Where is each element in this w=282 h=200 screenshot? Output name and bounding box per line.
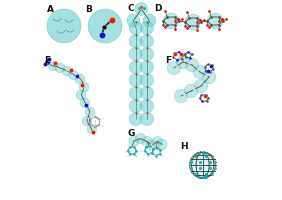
Circle shape: [140, 99, 154, 113]
Circle shape: [140, 73, 154, 87]
Circle shape: [167, 61, 181, 75]
Circle shape: [185, 14, 201, 30]
Circle shape: [76, 90, 86, 100]
Circle shape: [142, 136, 152, 147]
Circle shape: [185, 58, 199, 72]
Circle shape: [129, 112, 142, 126]
Circle shape: [129, 136, 139, 146]
Circle shape: [143, 14, 156, 27]
Circle shape: [163, 13, 179, 29]
Circle shape: [140, 34, 154, 48]
Circle shape: [184, 84, 198, 98]
Circle shape: [140, 21, 154, 35]
Text: F: F: [165, 56, 171, 65]
Circle shape: [129, 34, 142, 48]
Text: C: C: [128, 4, 135, 13]
Circle shape: [176, 55, 190, 69]
Text: B: B: [85, 5, 92, 14]
Circle shape: [49, 61, 58, 71]
Circle shape: [193, 65, 207, 79]
Circle shape: [129, 21, 142, 35]
Text: G: G: [127, 129, 135, 138]
Text: E: E: [44, 56, 50, 65]
Circle shape: [62, 66, 72, 76]
Circle shape: [207, 13, 223, 29]
Circle shape: [129, 86, 142, 100]
Circle shape: [194, 79, 208, 93]
Circle shape: [152, 136, 163, 147]
Circle shape: [55, 63, 65, 73]
Circle shape: [127, 14, 140, 27]
Circle shape: [88, 9, 122, 43]
Circle shape: [129, 73, 142, 87]
Circle shape: [140, 86, 154, 100]
Circle shape: [135, 133, 146, 144]
Circle shape: [75, 74, 85, 84]
Text: D: D: [154, 4, 162, 13]
Circle shape: [202, 70, 216, 84]
Circle shape: [174, 89, 188, 103]
Circle shape: [79, 82, 89, 92]
Circle shape: [140, 60, 154, 74]
Circle shape: [129, 99, 142, 113]
Circle shape: [189, 151, 216, 179]
Circle shape: [85, 107, 95, 117]
Circle shape: [129, 60, 142, 74]
Circle shape: [135, 3, 148, 15]
Text: A: A: [47, 5, 54, 14]
Circle shape: [140, 112, 154, 126]
Text: H: H: [180, 142, 188, 151]
Circle shape: [47, 9, 81, 43]
Circle shape: [82, 116, 92, 126]
Circle shape: [87, 124, 97, 134]
Circle shape: [69, 70, 78, 80]
Circle shape: [129, 47, 142, 61]
Circle shape: [157, 139, 167, 150]
Circle shape: [140, 47, 154, 61]
Circle shape: [147, 140, 157, 150]
Circle shape: [80, 98, 90, 108]
